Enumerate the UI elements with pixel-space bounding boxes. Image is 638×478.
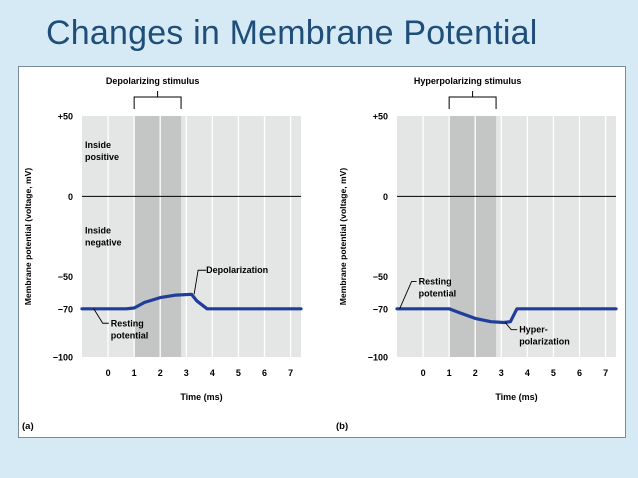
annotation-leader xyxy=(193,269,207,295)
y-tick-label: 0 xyxy=(383,192,388,202)
y-tick-label: 0 xyxy=(68,192,73,202)
figure-panel: +50 0 −50 −70 −100 0 1 2 3 4 5 6 7 Time (ms) Membrane … xyxy=(18,66,626,438)
region-label: negative xyxy=(85,237,122,247)
x-tick-label: 0 xyxy=(106,368,111,378)
annotation-leader xyxy=(93,308,109,324)
annotation-label: potential xyxy=(111,330,149,340)
y-tick-label: −70 xyxy=(58,304,73,314)
panel-label: (b) xyxy=(336,421,348,432)
x-tick-label: 7 xyxy=(288,368,293,378)
slide-title: Changes in Membrane Potential xyxy=(46,14,538,52)
stimulus-bracket xyxy=(133,91,182,109)
annotation-label: Depolarization xyxy=(206,265,268,275)
y-tick-label: +50 xyxy=(58,112,73,122)
y-tick-label: −100 xyxy=(53,353,73,363)
region-label: Inside xyxy=(85,225,111,235)
membrane-potential-line xyxy=(80,292,303,311)
x-axis-label: Time (ms) xyxy=(180,392,222,402)
x-tick-label: 2 xyxy=(473,368,478,378)
membrane-potential-line xyxy=(395,307,618,325)
x-tick-label: 5 xyxy=(551,368,556,378)
x-tick-label: 2 xyxy=(158,368,163,378)
chart-svg: +50 0 −50 −70 −100 0 1 2 3 4 5 6 7 Time (ms) Membrane … xyxy=(22,76,618,432)
y-tick-label: −50 xyxy=(58,272,73,282)
x-tick-label: 0 xyxy=(421,368,426,378)
x-tick-label: 3 xyxy=(499,368,504,378)
y-tick-label: −100 xyxy=(368,353,388,363)
x-tick-label: 4 xyxy=(210,368,215,378)
region-label: positive xyxy=(85,152,119,162)
annotation-label: Resting xyxy=(111,318,144,328)
x-tick-label: 3 xyxy=(184,368,189,378)
y-axis-label: Membrane potential (voltage, mV) xyxy=(23,168,33,306)
y-tick-label: +50 xyxy=(373,112,388,122)
stimulus-label: Depolarizing stimulus xyxy=(106,76,200,86)
y-tick-label: −50 xyxy=(373,272,388,282)
x-tick-label: 1 xyxy=(447,368,452,378)
x-tick-label: 6 xyxy=(577,368,582,378)
stimulus-label: Hyperpolarizing stimulus xyxy=(414,76,522,86)
stimulus-band xyxy=(134,116,182,357)
annotation-label: Resting xyxy=(419,276,452,286)
x-tick-label: 6 xyxy=(262,368,267,378)
annotation-leader xyxy=(399,281,417,309)
region-label: Inside xyxy=(85,140,111,150)
annotation-label: Hyper- xyxy=(519,325,548,335)
x-tick-label: 5 xyxy=(236,368,241,378)
stimulus-bracket xyxy=(448,91,497,109)
annotation-label: potential xyxy=(419,288,457,298)
x-tick-label: 7 xyxy=(603,368,608,378)
annotation-label: polarization xyxy=(519,337,570,347)
x-axis-label: Time (ms) xyxy=(495,392,537,402)
panel-label: (a) xyxy=(22,421,34,432)
y-axis-label: Membrane potential (voltage, mV) xyxy=(338,168,348,306)
x-tick-label: 1 xyxy=(132,368,137,378)
x-tick-label: 4 xyxy=(525,368,530,378)
y-tick-label: −70 xyxy=(373,304,388,314)
annotation-leader xyxy=(504,322,518,331)
